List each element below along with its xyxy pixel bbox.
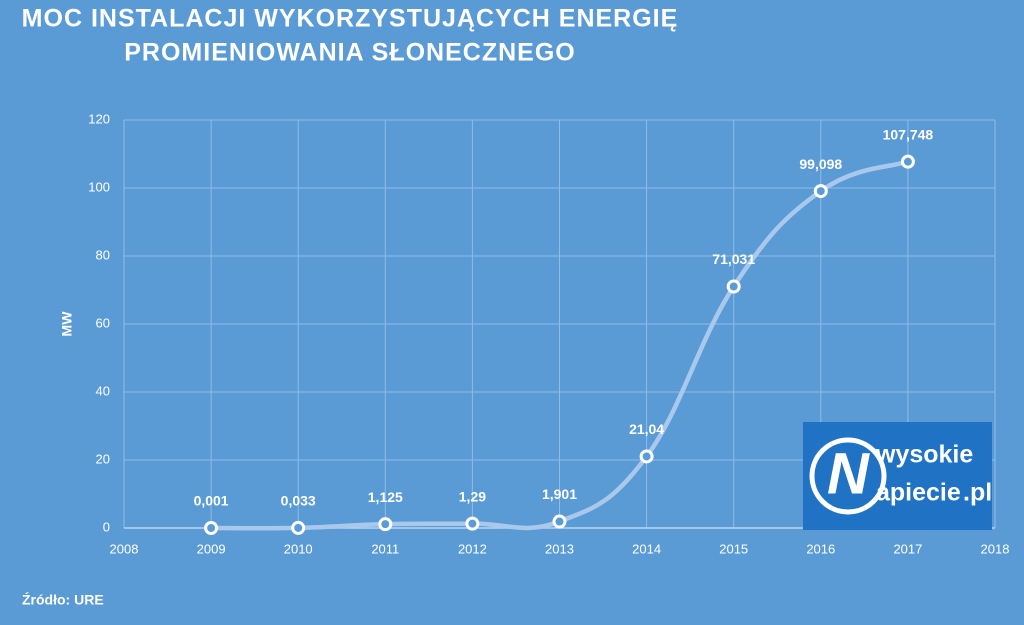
- y-tick-label: 100: [88, 179, 110, 194]
- y-tick-label: 40: [96, 383, 110, 398]
- x-tick-label: 2010: [284, 541, 313, 556]
- y-axis-label: MW: [59, 311, 75, 337]
- data-point: [204, 520, 219, 535]
- x-tick-label: 2014: [632, 541, 661, 556]
- data-point: [726, 279, 741, 294]
- x-tick-label: 2009: [197, 541, 226, 556]
- y-tick-label: 20: [96, 451, 110, 466]
- data-label: 21,04: [629, 421, 664, 437]
- data-line: [211, 159, 909, 531]
- x-tick-label: 2012: [458, 541, 487, 556]
- data-label: 0,001: [194, 493, 229, 509]
- x-tick-label: 2018: [981, 541, 1010, 556]
- source: Źródło: URE: [22, 592, 104, 608]
- chart-title: PROMIENIOWANIA SŁONECZNEGO: [124, 39, 575, 67]
- logo-text: apiecie: [876, 479, 961, 507]
- data-label: 1,125: [368, 489, 403, 505]
- data-point: [813, 184, 828, 199]
- x-tick-label: 2013: [545, 541, 574, 556]
- data-label: 107,748: [883, 126, 934, 142]
- logo-text: wysokie: [875, 441, 973, 469]
- x-tick-label: 2008: [110, 541, 139, 556]
- data-point: [900, 154, 915, 169]
- data-point: [552, 514, 567, 529]
- logo-text: .pl: [963, 479, 992, 507]
- data-label: 71,031: [712, 251, 755, 267]
- data-point: [291, 520, 306, 535]
- data-point: [639, 449, 654, 464]
- y-tick-label: 80: [96, 247, 110, 262]
- x-tick-label: 2011: [371, 541, 399, 556]
- x-tick-label: 2016: [806, 541, 835, 556]
- y-tick-label: 60: [96, 315, 110, 330]
- data-label: 0,033: [281, 493, 316, 509]
- logo-mark: N: [827, 441, 870, 506]
- logo-circle: [809, 437, 887, 515]
- x-tick-label: 2017: [893, 541, 922, 556]
- y-tick-label: 0: [103, 519, 110, 534]
- x-tick-label: 2015: [719, 541, 748, 556]
- y-tick-label: 120: [88, 111, 110, 126]
- data-label: 1,901: [542, 486, 577, 502]
- data-point: [465, 516, 480, 531]
- data-label: 99,098: [799, 156, 842, 172]
- data-point: [378, 517, 393, 532]
- logo: N wysokie apiecie .pl: [803, 422, 992, 530]
- data-label: 1,29: [459, 488, 486, 504]
- chart-title: MOC INSTALACJI WYKORZYSTUJĄCYCH ENERGIĘ: [22, 5, 679, 33]
